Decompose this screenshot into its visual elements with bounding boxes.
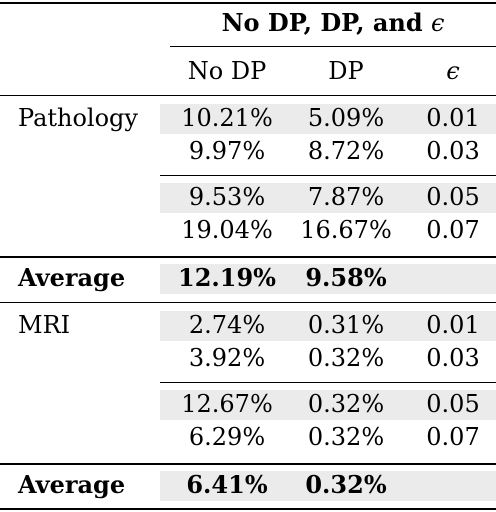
average-no-dp: 6.41% [186, 470, 268, 499]
cell-dp: 5.09% [307, 104, 385, 132]
cell-dp: 8.72% [307, 137, 385, 165]
column-header-epsilon: ϵ [446, 57, 460, 85]
cell-no-dp: 3.92% [188, 344, 266, 372]
row-shade [160, 104, 496, 134]
cell-dp: 16.67% [300, 216, 392, 244]
cell-dp: 7.87% [307, 183, 385, 211]
row-shade [160, 390, 496, 420]
cell-epsilon: 0.01 [426, 104, 480, 132]
row-shade [160, 311, 496, 341]
top-rule [0, 2, 496, 4]
cell-no-dp: 9.97% [188, 137, 266, 165]
cell-dp: 0.32% [307, 423, 385, 451]
cell-epsilon: 0.07 [426, 216, 480, 244]
cell-epsilon: 0.05 [426, 390, 480, 418]
cell-no-dp: 6.29% [188, 423, 266, 451]
cell-dp: 0.32% [307, 390, 385, 418]
subgroup-rule [160, 175, 496, 176]
section-label-mri: MRI [18, 311, 71, 339]
section-label-pathology: Pathology [18, 104, 138, 132]
group-header: No DP, DP, and ϵ [170, 8, 496, 38]
row-shade [160, 183, 496, 213]
average-dp: 9.58% [305, 263, 387, 292]
subgroup-rule [160, 382, 496, 383]
cell-no-dp: 12.67% [181, 390, 273, 418]
cell-epsilon: 0.01 [426, 311, 480, 339]
average-dp: 0.32% [305, 470, 387, 499]
cell-epsilon: 0.03 [426, 137, 480, 165]
column-header-no-dp: No DP [187, 57, 267, 85]
cell-epsilon: 0.07 [426, 423, 480, 451]
column-header-dp: DP [328, 57, 364, 85]
section-rule [0, 302, 496, 303]
cell-dp: 0.32% [307, 344, 385, 372]
row-shade [160, 264, 496, 294]
cell-no-dp: 10.21% [181, 104, 273, 132]
cell-epsilon: 0.03 [426, 344, 480, 372]
row-shade [160, 471, 496, 501]
average-no-dp: 12.19% [178, 263, 276, 292]
average-label: Average [18, 470, 126, 499]
cell-dp: 0.31% [307, 311, 385, 339]
cell-epsilon: 0.05 [426, 183, 480, 211]
bottom-rule [0, 508, 496, 510]
group-header-epsilon: ϵ [430, 9, 445, 37]
average-label: Average [18, 263, 126, 292]
cell-no-dp: 9.53% [188, 183, 266, 211]
average-rule [0, 256, 496, 258]
cell-no-dp: 19.04% [181, 216, 273, 244]
cell-no-dp: 2.74% [188, 311, 266, 339]
group-header-underline [170, 46, 496, 47]
group-header-text: No DP, DP, and [221, 8, 431, 37]
header-rule [0, 95, 496, 96]
average-rule [0, 463, 496, 465]
